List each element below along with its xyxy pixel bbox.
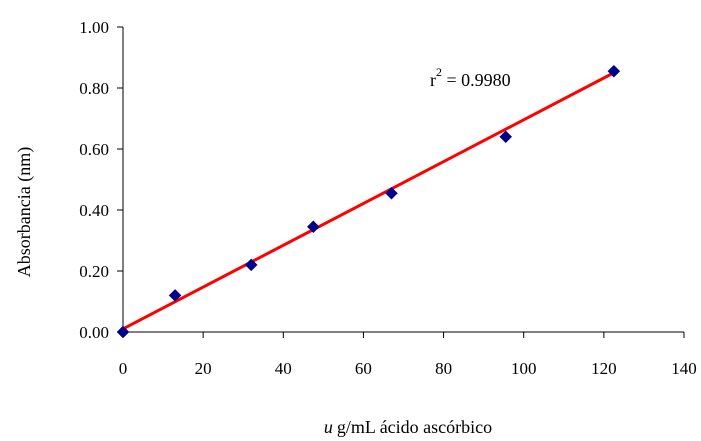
data-point bbox=[244, 258, 258, 272]
x-tick-label: 40 bbox=[275, 359, 292, 378]
r-squared-annotation: r2 = 0.9980 bbox=[430, 65, 511, 90]
y-tick-label: 1.00 bbox=[79, 18, 109, 37]
y-axis-title: Absorbancia (nm) bbox=[14, 147, 35, 277]
trendline bbox=[121, 71, 616, 331]
y-tick-label: 0.40 bbox=[79, 201, 109, 220]
x-axis-title-unit-prefix: u bbox=[324, 417, 333, 437]
y-tick-label: 0.60 bbox=[79, 140, 109, 159]
r-squared-value: = 0.9980 bbox=[442, 70, 511, 90]
x-tick-label: 120 bbox=[591, 359, 617, 378]
data-point bbox=[116, 325, 130, 339]
x-axis-ticks: 0 20 40 60 80 100 120 140 bbox=[119, 332, 697, 378]
x-tick-label: 140 bbox=[671, 359, 697, 378]
x-tick-label: 100 bbox=[511, 359, 537, 378]
y-tick-label: 0.80 bbox=[79, 79, 109, 98]
x-tick-label: 20 bbox=[195, 359, 212, 378]
axes bbox=[122, 27, 684, 333]
x-axis-title-rest: g/mL ácido ascórbico bbox=[337, 417, 492, 437]
x-tick-label: 80 bbox=[435, 359, 452, 378]
data-point bbox=[168, 289, 182, 302]
r-squared-r: r bbox=[430, 70, 436, 90]
r-squared-exponent: 2 bbox=[436, 65, 442, 79]
x-tick-label: 60 bbox=[355, 359, 372, 378]
trendline-group bbox=[121, 71, 616, 331]
x-tick-label: 0 bbox=[119, 359, 128, 378]
y-tick-label: 0.00 bbox=[79, 323, 109, 342]
data-point bbox=[607, 64, 621, 78]
data-point bbox=[306, 220, 320, 234]
y-tick-label: 0.20 bbox=[79, 262, 109, 281]
data-point bbox=[385, 186, 398, 200]
data-point bbox=[499, 130, 513, 144]
x-axis-title: u g/mL ácido ascórbico bbox=[324, 417, 492, 437]
y-axis-ticks: 0.00 0.20 0.40 0.60 0.80 1.00 bbox=[79, 18, 123, 342]
data-points bbox=[116, 64, 621, 339]
